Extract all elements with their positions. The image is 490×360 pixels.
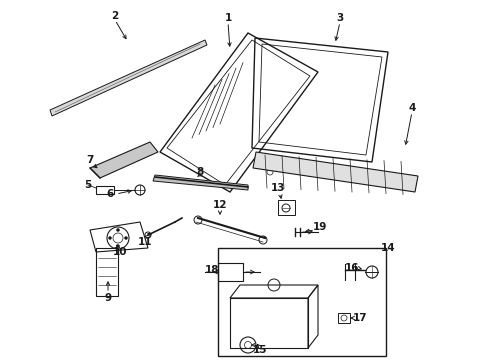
Bar (96, 186, 114, 194)
Text: 6: 6 (106, 189, 114, 199)
Polygon shape (90, 142, 158, 178)
Circle shape (124, 237, 127, 239)
Bar (96, 248, 118, 296)
Polygon shape (253, 152, 418, 192)
Polygon shape (50, 40, 207, 116)
Text: 14: 14 (381, 243, 395, 253)
Bar (218, 263, 243, 281)
Text: 17: 17 (353, 313, 368, 323)
Text: 1: 1 (224, 13, 232, 23)
Circle shape (117, 244, 120, 248)
Text: 5: 5 (84, 180, 92, 190)
Text: 7: 7 (86, 155, 94, 165)
Bar (218, 248, 386, 356)
Text: 18: 18 (205, 265, 219, 275)
Polygon shape (153, 175, 248, 190)
Text: 2: 2 (111, 11, 119, 21)
Circle shape (117, 229, 120, 231)
Text: 12: 12 (213, 200, 227, 210)
Text: 15: 15 (253, 345, 267, 355)
Text: 13: 13 (271, 183, 285, 193)
Text: 16: 16 (345, 263, 359, 273)
Text: 9: 9 (104, 293, 112, 303)
Bar (338, 313, 350, 323)
Text: 8: 8 (196, 167, 204, 177)
Circle shape (108, 237, 112, 239)
Text: 10: 10 (113, 247, 127, 257)
Text: 4: 4 (408, 103, 416, 113)
Text: 19: 19 (313, 222, 327, 232)
Text: 3: 3 (336, 13, 343, 23)
Text: 11: 11 (138, 237, 152, 247)
